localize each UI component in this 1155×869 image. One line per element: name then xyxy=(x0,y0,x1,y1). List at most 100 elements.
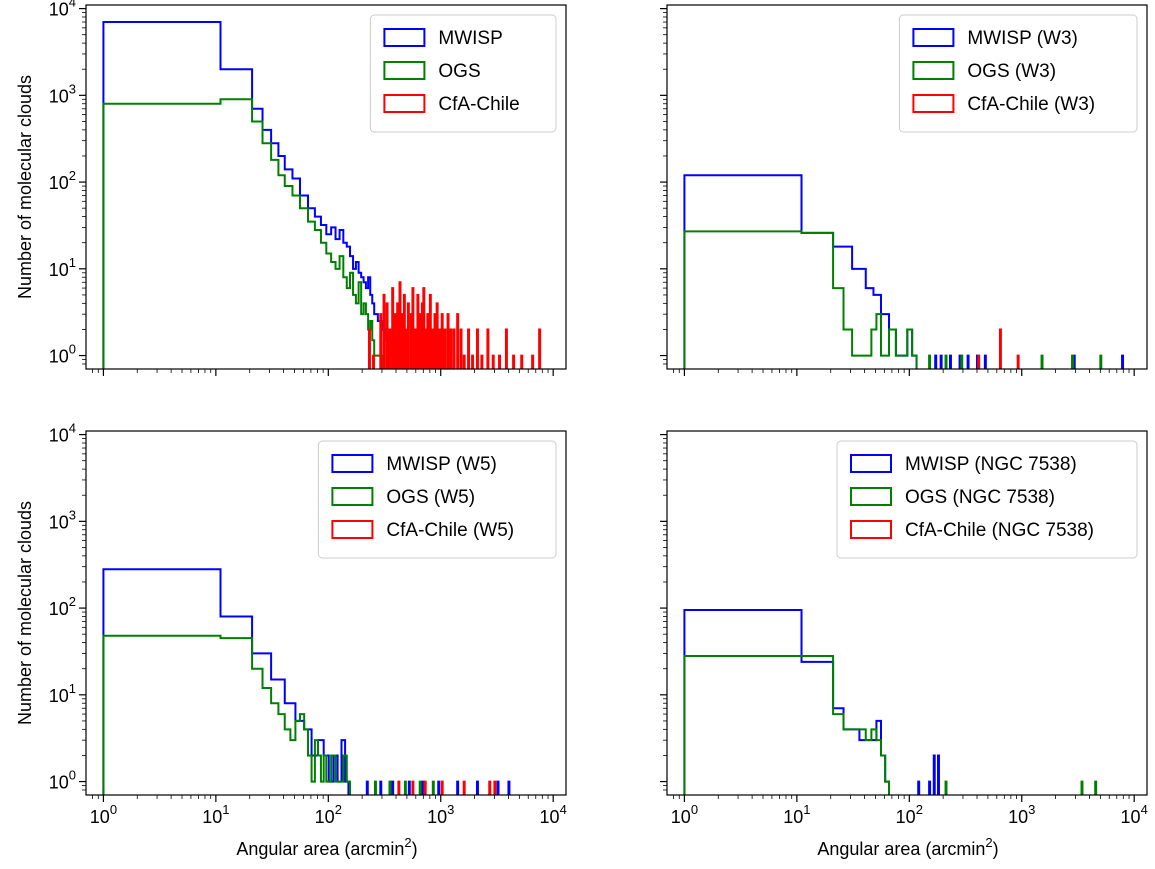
histogram-bar-cfa-chile xyxy=(475,328,479,369)
histogram-bar-cfa-chile xyxy=(538,328,542,369)
histogram-bar-ogs-w3 xyxy=(1099,354,1103,369)
histogram-bar-cfa-chile xyxy=(418,313,422,369)
legend: MWISP (W5) OGS (W5) CfA-Chile (W5) xyxy=(317,440,557,559)
plot-area xyxy=(102,21,542,369)
histogram-bar-cfa-chile xyxy=(435,302,439,369)
y-tick-label: 104 xyxy=(49,421,76,446)
histogram-bar-mwisp-w3 xyxy=(1121,354,1125,369)
histogram-bar-mwisp-w5 xyxy=(437,780,441,795)
x-axis-label-tail: ) xyxy=(993,839,999,859)
histogram-bar-cfa-chile xyxy=(388,328,392,369)
histogram-bar-cfa-chile-w3 xyxy=(998,328,1002,369)
legend-swatch xyxy=(383,61,426,80)
legend-box xyxy=(369,14,557,133)
x-axis-label-right: Angular area (arcmin2) xyxy=(817,835,998,859)
legend-label: MWISP xyxy=(438,28,502,49)
histogram-bar-cfa-chile xyxy=(396,302,400,369)
y-axis-label-bottom: Number of molecular clouds xyxy=(15,501,35,725)
y-tick-label: 102 xyxy=(49,594,76,619)
x-tick-label: 104 xyxy=(1121,802,1148,827)
histogram-bar-cfa-chile xyxy=(440,313,444,369)
histogram-bar-ogs-w5 xyxy=(403,780,407,795)
histogram-bar-mwisp-w5 xyxy=(379,780,383,795)
plot-area xyxy=(683,174,1125,369)
x-tick-label: 100 xyxy=(90,802,117,827)
histogram-bar-mwisp-w3 xyxy=(983,354,987,369)
histogram-bar-cfa-chile-w5 xyxy=(462,780,466,795)
x-axis-label-main: Angular area (arcmin xyxy=(817,839,985,859)
legend-swatch xyxy=(850,520,892,539)
histogram-bar-cfa-chile-w5 xyxy=(493,780,497,795)
histogram-bar-mwisp-ngc-7538 xyxy=(928,780,932,795)
histogram-bar-mwisp-ngc-7538 xyxy=(932,754,936,795)
legend: MWISP (NGC 7538) OGS (NGC 7538) CfA-Chile … xyxy=(836,440,1138,559)
legend-label: CfA-Chile (W5) xyxy=(386,520,514,541)
histogram-bar-cfa-chile xyxy=(462,354,466,369)
histogram-bar-mwisp-w3 xyxy=(966,354,970,369)
legend-swatch xyxy=(383,94,426,113)
histogram-bar-cfa-chile xyxy=(512,354,516,369)
histogram-bar-mwisp-w5 xyxy=(365,780,369,795)
histogram-bar-cfa-chile xyxy=(426,313,430,369)
axes-frame xyxy=(666,430,1148,796)
legend-label: OGS (W3) xyxy=(967,61,1056,82)
histogram-bar-cfa-chile xyxy=(480,354,484,369)
histogram-bar-cfa-chile xyxy=(456,313,460,369)
legend-swatch xyxy=(331,454,374,473)
histogram-bar-cfa-chile xyxy=(422,287,426,369)
x-axis-label-left: Angular area (arcmin2) xyxy=(236,835,417,859)
legend-swatch xyxy=(850,487,892,506)
histogram-bar-cfa-chile-w5 xyxy=(411,780,415,795)
legend-box xyxy=(317,440,557,559)
panel-top-right: MWISP (W3) OGS (W3) CfA-Chile (W3) xyxy=(660,4,1148,376)
histogram-bar-cfa-chile xyxy=(391,287,395,369)
histogram-bar-cfa-chile xyxy=(393,313,397,369)
y-axis-label-top: Number of molecular clouds xyxy=(15,75,35,299)
histogram-bar-cfa-chile xyxy=(398,281,402,369)
axes-frame xyxy=(666,4,1148,370)
legend-label: CfA-Chile (W3) xyxy=(967,94,1095,115)
histogram-bar-ogs-w5 xyxy=(388,780,392,795)
histogram-bar-cfa-chile xyxy=(438,328,442,369)
histogram-bar-mwisp-w5 xyxy=(391,780,395,795)
histogram-bar-mwisp-w5 xyxy=(475,780,479,795)
x-axis-label-sup: 2 xyxy=(985,835,992,850)
legend-swatch xyxy=(850,454,892,473)
histogram-bar-ogs-w3 xyxy=(1040,354,1044,369)
histogram-bar-cfa-chile-w5 xyxy=(423,780,427,795)
legend-label: OGS xyxy=(438,61,480,82)
histogram-bar-cfa-chile xyxy=(385,302,389,369)
histogram-bar-mwisp-w3 xyxy=(939,354,943,369)
histogram-bar-mwisp-w3 xyxy=(934,354,938,369)
legend: MWISP (W3) OGS (W3) CfA-Chile (W3) xyxy=(898,14,1138,133)
legend-swatch xyxy=(912,61,955,80)
histogram-bar-cfa-chile xyxy=(443,328,447,369)
histogram-bar-cfa-chile xyxy=(467,328,471,369)
histogram-bar-ogs-w3 xyxy=(960,354,964,369)
histogram-bar-cfa-chile xyxy=(372,354,376,369)
histogram-step-mwisp-ngc-7538 xyxy=(683,609,891,795)
histogram-bar-cfa-chile xyxy=(431,328,435,369)
histogram-bar-mwisp-w5 xyxy=(420,780,424,795)
histogram-step-mwisp xyxy=(102,21,401,369)
histogram-bar-cfa-chile xyxy=(449,328,453,369)
axes-frame xyxy=(85,430,567,796)
histogram-bar-mwisp-w5 xyxy=(407,780,411,795)
legend-label: MWISP (W5) xyxy=(386,454,496,475)
histogram-bar-cfa-chile xyxy=(416,293,420,369)
y-tick-label: 104 xyxy=(49,0,76,20)
panel-bottom-right: 100 101 102 103 104 MWISP (NGC 7538) OGS (NGC … xyxy=(660,430,1148,827)
histogram-bar-cfa-chile xyxy=(413,328,417,369)
axes-frame xyxy=(85,4,567,370)
histogram-bar-ogs-ngc-7538 xyxy=(944,780,948,795)
legend-swatch xyxy=(383,28,426,47)
x-tick-label: 103 xyxy=(1008,802,1035,827)
panel-bottom-left: 100 100 101 101 102 102 103 103 104 104 MWISP (W5)… xyxy=(49,421,567,827)
histogram-bar-mwisp-ngc-7538 xyxy=(917,780,921,795)
histogram-bar-ogs-ngc-7538 xyxy=(1094,780,1098,795)
x-axis-label-sup: 2 xyxy=(404,835,411,850)
histogram-bar-mwisp-w5 xyxy=(507,780,511,795)
histogram-step-ogs-w3 xyxy=(683,230,918,369)
histogram-bar-cfa-chile xyxy=(520,354,524,369)
histogram-bar-cfa-chile xyxy=(433,313,437,369)
